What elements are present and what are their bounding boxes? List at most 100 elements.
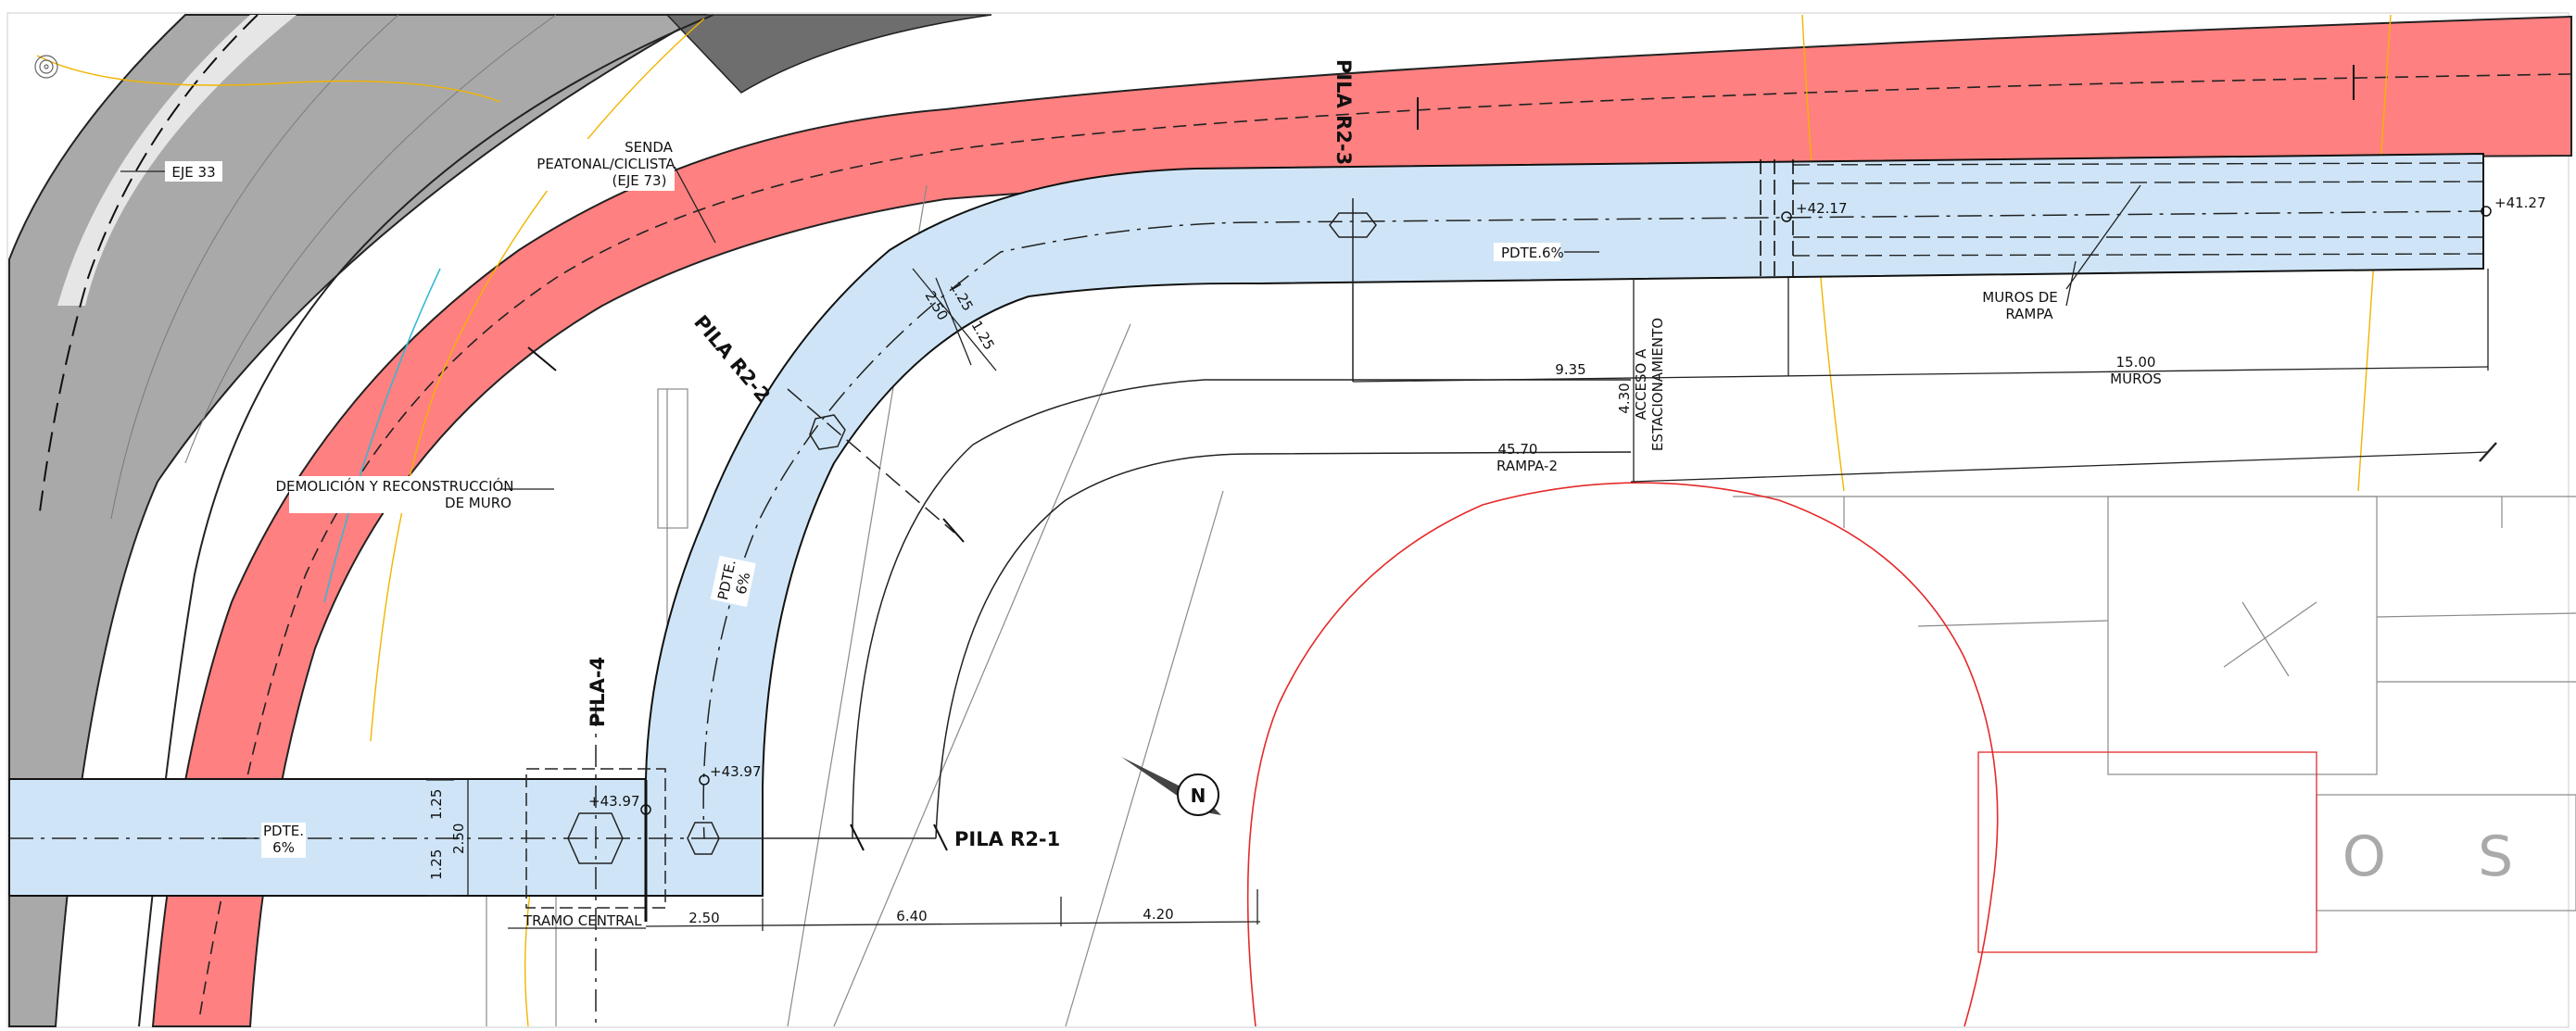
pier-r2-3: [1329, 198, 1377, 382]
wall-line: [1792, 253, 2484, 257]
roundabout-outline: [1246, 482, 1999, 1027]
label-box: [1494, 243, 1560, 261]
pier-tick: [942, 518, 965, 543]
dim-420: 4.20: [1143, 906, 1173, 923]
eje33-label: EJE 33: [165, 161, 222, 182]
dim-1500: 15.00: [2116, 354, 2156, 371]
building-outlines: [486, 184, 2576, 1027]
pier-axis: [787, 388, 955, 534]
dim-line: [645, 921, 1261, 927]
pdte-curve-label: PDTE. 6%: [710, 555, 756, 608]
pier-hexagon: [687, 822, 720, 855]
acceso-line: ESTACIONAMIENTO: [1649, 318, 1666, 451]
label-box: [710, 555, 756, 608]
dim-250b: 2.50: [450, 824, 467, 854]
dim-line: [935, 277, 972, 366]
demolicion-line: DEMOLICIÓN Y RECONSTRUCCIÓN: [275, 477, 513, 495]
building-line: [2223, 601, 2317, 668]
tramo-central-label: TRAMO CENTRAL: [523, 912, 642, 929]
dim-250c: 2.50: [688, 910, 719, 926]
access-curb: [852, 379, 1631, 839]
ramp-body: [8, 152, 2484, 897]
contour-line: [370, 18, 705, 742]
building-line: [1065, 490, 1224, 1027]
stripe-text: O S: [2342, 824, 2550, 889]
utility-line: [323, 268, 441, 603]
road-lane-line: [110, 14, 399, 520]
north-arrow: N: [1121, 757, 1221, 816]
level-4397-right: +43.97: [699, 763, 762, 786]
level-text: +42.17: [1796, 200, 1848, 217]
path-axis: [198, 73, 2572, 1020]
ramp-r2: [8, 152, 2484, 897]
building-line: [2376, 612, 2576, 618]
senda-line: PEATONAL/CICLISTA: [537, 156, 676, 172]
pdte-top-label: PDTE.6%: [1494, 243, 1599, 261]
path-tick: [527, 346, 557, 371]
pier-hexagon: [809, 414, 846, 450]
north-arrow-circle: [1177, 773, 1219, 816]
acceso-label: 4.30 ACCESO A ESTACIONAMIENTO: [1616, 318, 1666, 451]
dim-125d: 1.25: [428, 849, 445, 880]
pila-r2-3-label: PILA R2-3: [1332, 59, 1355, 165]
road-axis-eje33: [38, 14, 259, 520]
building-line: [833, 323, 1131, 1027]
survey-point-icon: [34, 55, 58, 79]
muros-label: MUROS: [2110, 371, 2162, 387]
wall-line: [1792, 181, 2484, 184]
dim-line: [1352, 366, 2489, 383]
pier-tick: [850, 824, 865, 851]
road-lane-line: [184, 14, 557, 464]
dimension-lines: [120, 166, 2497, 931]
ramp-axis: [9, 210, 2484, 839]
north-letter: N: [1191, 785, 1206, 807]
pier-r2-2: [787, 388, 965, 543]
senda-line: SENDA: [625, 139, 674, 156]
pier-hexagon: [567, 812, 624, 864]
pier-tick: [933, 824, 948, 851]
survey-ring: [39, 59, 54, 74]
dim-640: 6.40: [896, 908, 927, 924]
pila-4-label: PILA-4: [587, 657, 609, 727]
dim-125b: 1.25: [968, 318, 998, 353]
muros-rampa-line: MUROS DE: [1982, 289, 2057, 306]
senda-leader: [674, 166, 716, 244]
road-dark-corner: [665, 14, 992, 94]
senda-line: (EJE 73): [612, 172, 667, 189]
dim-line: [1630, 451, 2489, 483]
level-marker: [699, 774, 710, 786]
acceso-line: ACCESO A: [1633, 348, 1649, 421]
muros-rampa-line: RAMPA: [2005, 306, 2053, 322]
label-box: [289, 476, 500, 513]
demolicion-label: DEMOLICIÓN Y RECONSTRUCCIÓN DE MURO: [275, 476, 514, 513]
survey-ring: [44, 64, 49, 69]
red-outline-building: [1977, 751, 2317, 953]
pdte-top-text: PDTE.6%: [1501, 245, 1564, 261]
label-box: [261, 823, 306, 858]
dim-tick: [2479, 442, 2497, 462]
pdte-curve-line: 6%: [733, 571, 754, 596]
road-light-strip: [57, 15, 297, 306]
building-block: [2107, 496, 2378, 775]
level-text: +43.97: [710, 763, 762, 780]
dim-4570: 45.70: [1498, 441, 1538, 458]
pdte-left-line: 6%: [272, 839, 295, 856]
survey-ring: [34, 55, 58, 79]
pdte-left-line: PDTE.: [263, 823, 304, 839]
acceso-line: 4.30: [1616, 383, 1633, 413]
label-box: [165, 161, 222, 182]
level-4397-left: +43.97: [588, 793, 651, 815]
label-box: [537, 139, 675, 191]
access-curb: [935, 451, 1632, 839]
dim-line: [912, 268, 997, 371]
level-marker: [2481, 206, 2492, 217]
contour-line: [36, 55, 501, 103]
pila-r2-1-label: PILA R2-1: [954, 828, 1060, 850]
demolicion-line: DE MURO: [445, 495, 511, 511]
building-line: [2241, 601, 2290, 677]
eje33-text: EJE 33: [171, 164, 215, 181]
pila-r2-2-label: PILA R2-2: [689, 311, 775, 407]
wall-line: [1792, 162, 2484, 166]
level-text: +43.97: [588, 793, 640, 810]
